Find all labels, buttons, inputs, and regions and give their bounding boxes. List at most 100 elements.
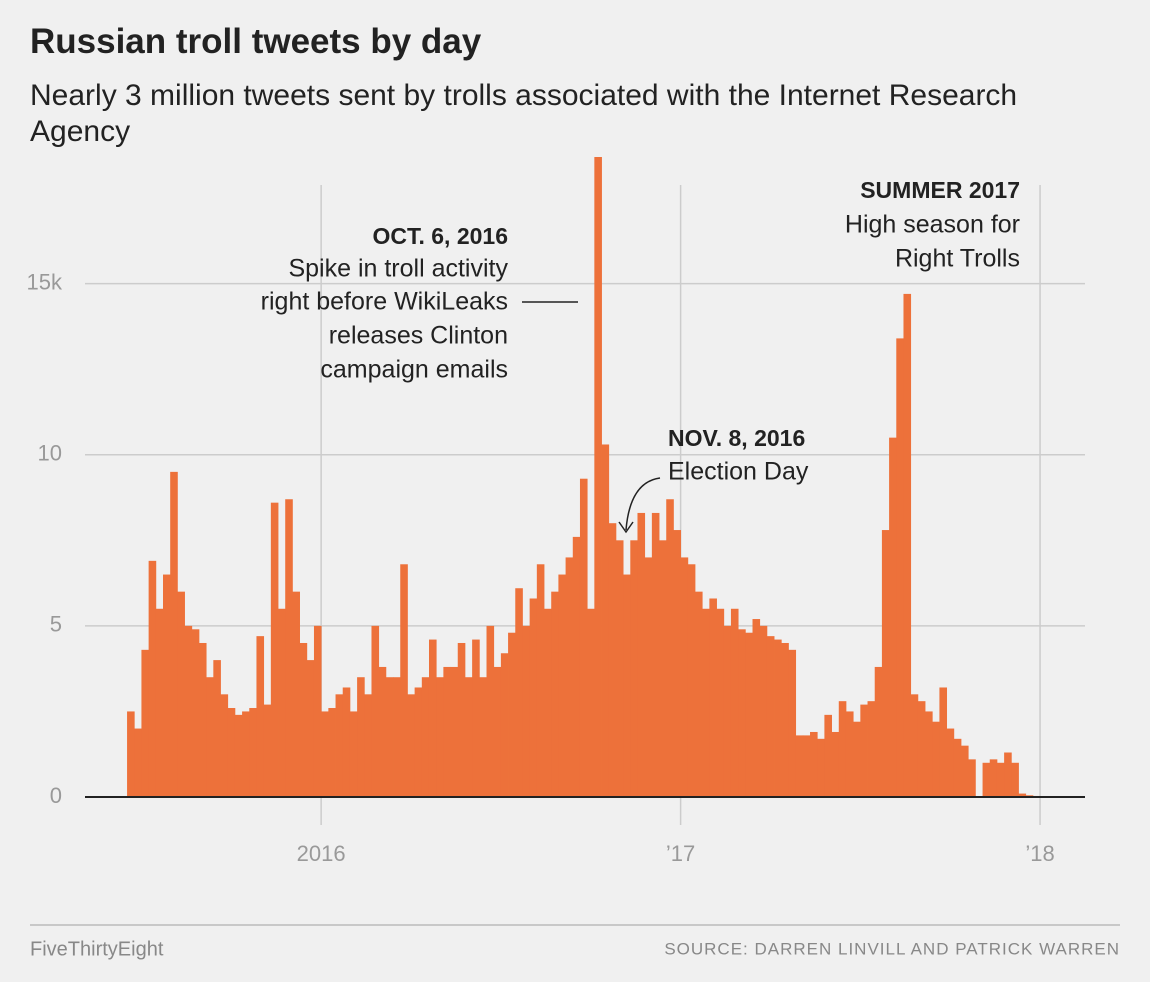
bar (845, 711, 854, 797)
bar (601, 444, 610, 797)
bar (163, 574, 171, 797)
bar (170, 471, 178, 797)
annotation-text: High season for (845, 211, 1020, 239)
bar (457, 642, 466, 797)
bar (795, 735, 804, 797)
bar (328, 708, 336, 797)
bar (522, 625, 531, 797)
bar (278, 608, 286, 797)
bar (306, 660, 315, 797)
bar (436, 677, 444, 797)
footer-source: SOURCE: DARREN LINVILL AND PATRICK WARRE… (664, 939, 1120, 958)
bar (263, 704, 272, 797)
bar (824, 714, 832, 797)
bar (615, 540, 624, 797)
bar (802, 735, 811, 797)
bar (148, 560, 157, 797)
bar (644, 557, 653, 797)
bar (558, 574, 566, 797)
bar (917, 701, 926, 797)
bar (781, 642, 789, 797)
bar (299, 642, 308, 797)
bar (838, 701, 847, 797)
bar (141, 649, 150, 797)
bar (349, 711, 358, 797)
footer-brand: FiveThirtyEight (30, 938, 164, 960)
bar (881, 530, 890, 797)
bar (242, 711, 250, 797)
bar (364, 694, 372, 797)
bar (184, 625, 193, 797)
bar (860, 704, 868, 797)
bar (702, 608, 710, 797)
bar (191, 629, 200, 797)
bar (730, 608, 739, 797)
bar (393, 677, 401, 797)
bar (896, 338, 904, 797)
bar (910, 694, 919, 797)
bar (831, 731, 840, 797)
annotation-heading: NOV. 8, 2016 (668, 425, 805, 451)
bar (321, 711, 329, 797)
bar (637, 512, 646, 797)
bar (630, 540, 638, 797)
bar (867, 701, 876, 797)
bar (709, 598, 717, 797)
bar (220, 694, 229, 797)
bar (651, 512, 660, 797)
chart-subtitle: Nearly 3 million tweets sent by trolls a… (30, 79, 1018, 148)
bar (227, 708, 236, 797)
bar (594, 157, 602, 797)
bar (989, 759, 998, 797)
bar (946, 728, 955, 797)
bar (817, 738, 825, 797)
bar (400, 564, 408, 797)
annotation-text: Spike in troll activity (288, 255, 508, 283)
bar (932, 721, 940, 797)
bar (544, 608, 552, 797)
bar (1011, 762, 1019, 797)
bar (357, 677, 365, 797)
bar (428, 639, 437, 797)
bar (515, 588, 523, 797)
bar (889, 437, 897, 797)
bar-layer (127, 157, 1041, 797)
bar (1004, 752, 1012, 797)
annotation-text: Right Trolls (895, 245, 1020, 273)
bar (673, 530, 682, 797)
bar (579, 478, 588, 797)
bar (687, 564, 696, 797)
bar (313, 625, 322, 797)
bar (213, 660, 221, 797)
bar (486, 625, 495, 797)
x-tick-label: ’18 (1025, 841, 1054, 866)
bar (342, 687, 351, 797)
annotation-text: right before WikiLeaks (261, 288, 508, 316)
bar (953, 738, 962, 797)
bar (738, 629, 746, 797)
bar (745, 632, 753, 797)
bar (421, 677, 430, 797)
bar (536, 564, 545, 797)
bar (479, 677, 487, 797)
annotation-heading: OCT. 6, 2016 (372, 223, 508, 249)
bar (960, 745, 969, 797)
y-tick-label: 0 (50, 783, 62, 808)
bar (565, 557, 574, 797)
bar (443, 666, 451, 797)
bar (472, 639, 480, 797)
annotation-text: Election Day (668, 458, 809, 486)
annotation-text: campaign emails (320, 356, 508, 384)
bar (853, 721, 861, 797)
bar (939, 687, 948, 797)
bar (659, 540, 667, 797)
annotation-text: releases Clinton (329, 322, 508, 350)
y-tick-label: 5 (50, 612, 62, 637)
bar (996, 762, 1005, 797)
bar (371, 625, 380, 797)
bar (1018, 793, 1027, 797)
bar (508, 632, 516, 797)
bar (385, 677, 394, 797)
